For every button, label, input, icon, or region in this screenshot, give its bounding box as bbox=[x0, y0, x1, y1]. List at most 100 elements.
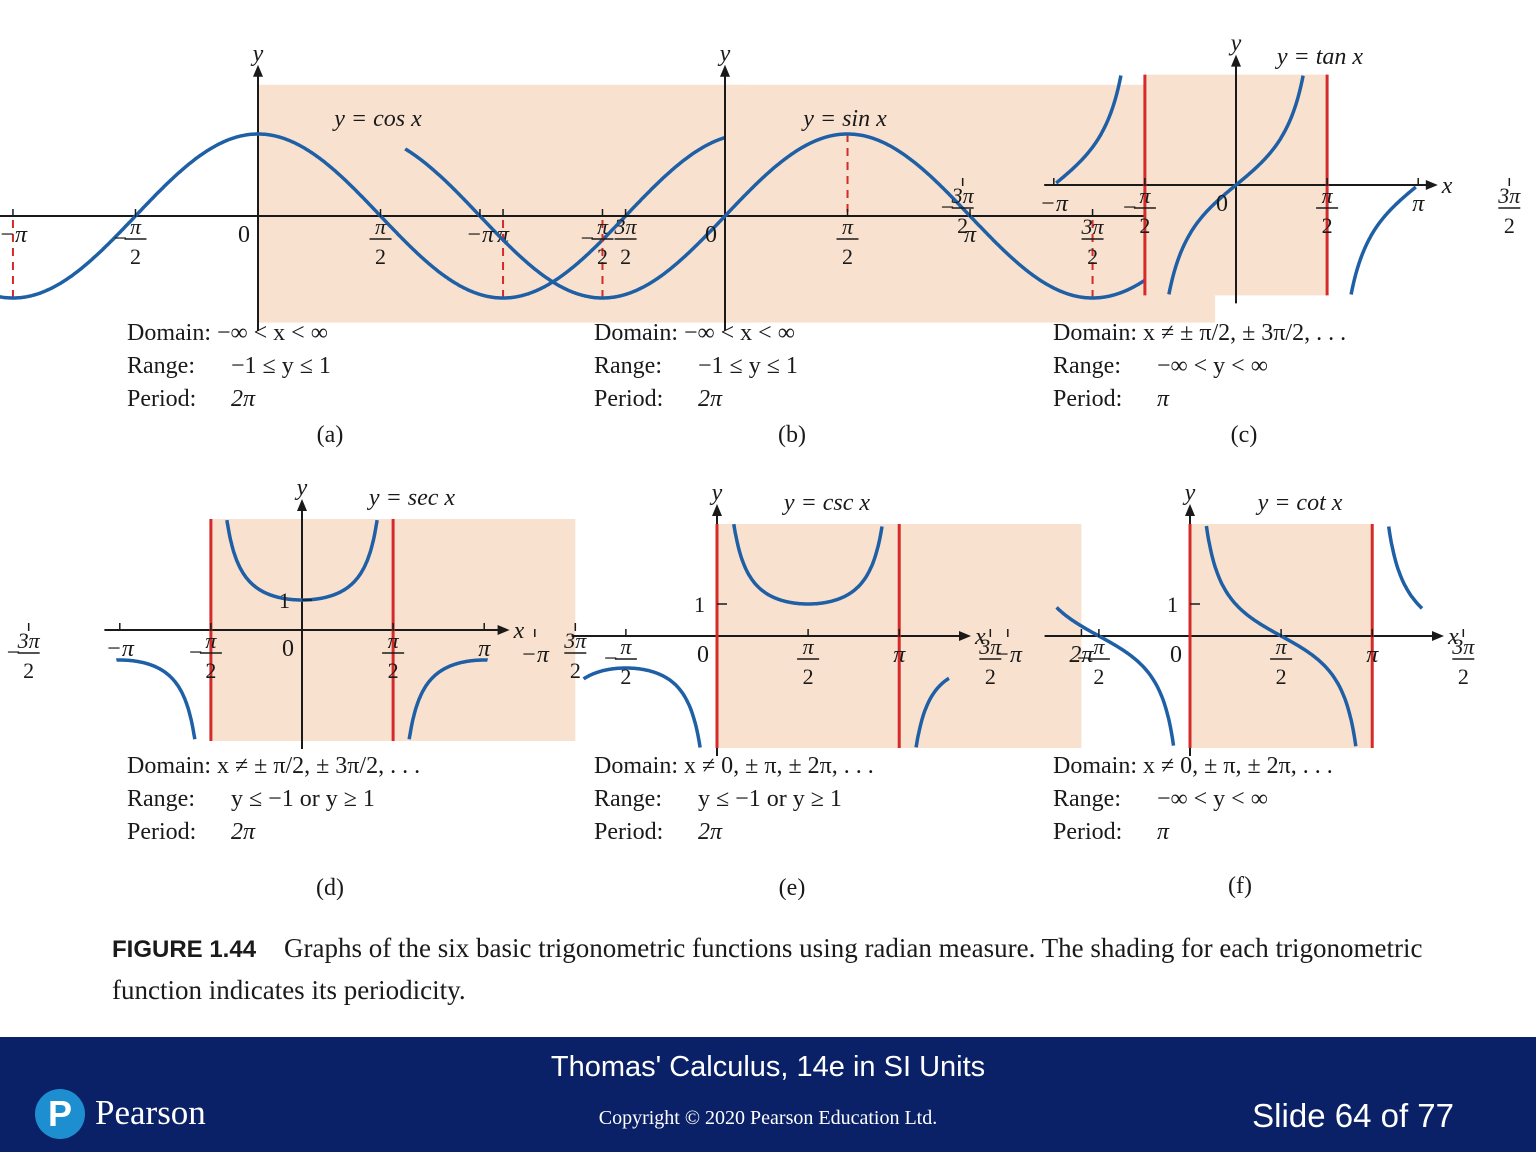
panel-cot-letter: (f) bbox=[1228, 873, 1252, 899]
panel-tan-range: −∞ < y < ∞ bbox=[1157, 353, 1268, 379]
panel-csc-xtick-label-1-num: π bbox=[620, 634, 632, 659]
panel-csc-xtick-label-1-sign: − bbox=[604, 646, 618, 672]
panel-csc-range: y ≤ −1 or y ≥ 1 bbox=[698, 786, 842, 812]
panel-sin-y-arrow bbox=[720, 64, 730, 77]
panel-sec-xtick-label-5: π bbox=[478, 636, 491, 662]
panel-sec-x-label: x bbox=[513, 618, 525, 644]
panel-cot-xtick-label-5-den: 2 bbox=[1458, 664, 1469, 689]
pearson-p-icon: P bbox=[35, 1089, 85, 1139]
panel-cos-curve bbox=[0, 132, 749, 300]
slide-number: Slide 64 of 77 bbox=[1252, 1097, 1454, 1134]
panel-sec-range: y ≤ −1 or y ≥ 1 bbox=[231, 786, 375, 812]
panel-cot-x-label: x bbox=[1447, 624, 1459, 650]
panel-tan-period: π bbox=[1157, 386, 1170, 412]
panel-sec-y-arrow bbox=[297, 499, 307, 511]
footer-bar: Thomas' Calculus, 14e in SI Units Copyri… bbox=[0, 1037, 1536, 1152]
panel-tan-title: y = tan x bbox=[1275, 44, 1364, 70]
panel-sec-x-arrow bbox=[497, 625, 510, 635]
panel-sec-xtick-label-1: −π bbox=[106, 636, 135, 662]
panel-sin-period-shading bbox=[725, 84, 1216, 323]
panel-cot-xtick-label-2: 0 bbox=[1170, 642, 1182, 668]
panel-sec-domain: Domain: x ≠ ± π/2, ± 3π/2, . . . bbox=[127, 753, 420, 779]
caption-text: Graphs of the six basic trigonometric fu… bbox=[112, 933, 1423, 1005]
panel-csc-xtick-label-0: −π bbox=[521, 642, 550, 668]
panel-cot-x-arrow bbox=[1432, 631, 1444, 641]
panel-sec-range-label: Range: bbox=[127, 786, 195, 812]
panel-tan-y-arrow bbox=[1231, 54, 1241, 67]
panel-tan-x-label: x bbox=[1441, 173, 1453, 199]
panel-sec-xtick-label-3: 0 bbox=[282, 636, 294, 662]
panel-sin-xtick-label-3-den: 2 bbox=[842, 244, 853, 269]
figure-caption: FIGURE 1.44 Graphs of the six basic trigo… bbox=[112, 928, 1452, 1011]
panel-csc-xtick-label-6: 2π bbox=[1069, 642, 1094, 668]
panel-csc-xtick-label-2: 0 bbox=[697, 642, 709, 668]
panel-cos-range-label: Range: bbox=[127, 353, 195, 379]
panel-sin-xtick-label-2: 0 bbox=[705, 222, 717, 248]
panel-csc-xtick-label-3-den: 2 bbox=[803, 664, 814, 689]
panel-cot-xtick-label-3-den: 2 bbox=[1276, 664, 1287, 689]
panel-csc-xtick-label-3-num: π bbox=[803, 634, 815, 659]
panel-sec-xtick-label-4-den: 2 bbox=[388, 658, 399, 683]
panel-cot-xtick-label-0: −π bbox=[994, 642, 1023, 668]
pearson-logo: P Pearson bbox=[35, 1089, 235, 1143]
panel-cot-period: π bbox=[1157, 819, 1170, 845]
panel-cos-period: 2π bbox=[231, 386, 256, 412]
panel-cos-y-arrow bbox=[253, 64, 263, 77]
panel-sec-xtick-label-2-sign: − bbox=[189, 640, 203, 666]
panel-cos-title: y = cos x bbox=[332, 106, 422, 132]
panel-cos-xtick-label-2: 0 bbox=[238, 222, 250, 248]
panel-csc-title: y = csc x bbox=[782, 490, 870, 516]
panel-sec-title: y = sec x bbox=[367, 485, 455, 511]
panel-cot-y-arrow bbox=[1185, 504, 1195, 516]
panel-sin-period: 2π bbox=[698, 386, 723, 412]
panel-cot-range: −∞ < y < ∞ bbox=[1157, 786, 1268, 812]
panel-sin-xtick-label-5-num: 3π bbox=[1081, 214, 1105, 239]
panel-sec-xtick-label-0-sign: − bbox=[7, 640, 21, 666]
panel-sin-y-label: y bbox=[718, 41, 731, 67]
panel-csc-x-label: x bbox=[974, 624, 986, 650]
panel-tan-range-label: Range: bbox=[1053, 353, 1121, 379]
panel-cos-xtick-label-5-num: 3π bbox=[614, 214, 638, 239]
panel-sin-domain: Domain: −∞ < x < ∞ bbox=[594, 320, 795, 346]
panel-sec-letter: (d) bbox=[316, 875, 344, 901]
panel-csc-xtick-label-1-den: 2 bbox=[620, 664, 631, 689]
panel-tan-xtick-label-0-num: 3π bbox=[951, 183, 975, 208]
panel-tan-xtick-label-2-den: 2 bbox=[1139, 213, 1150, 238]
panel-tan-xtick-label-4-num: π bbox=[1322, 183, 1334, 208]
panel-csc-x-arrow bbox=[959, 631, 971, 641]
panel-tan-xtick-label-6-num: 3π bbox=[1497, 183, 1521, 208]
panel-cot-period-label: Period: bbox=[1053, 819, 1122, 845]
panel-sin-title: y = sin x bbox=[801, 106, 887, 132]
panel-csc-letter: (e) bbox=[779, 875, 806, 901]
panel-csc-xtick-label-4: π bbox=[893, 642, 906, 668]
panel-tan-xtick-label-1: −π bbox=[1040, 191, 1069, 217]
panel-cos-xtick-label-1-den: 2 bbox=[130, 244, 141, 269]
panel-sin-xtick-label-0: −π bbox=[466, 222, 495, 248]
panel-sec-xtick-label-0-num: 3π bbox=[17, 628, 41, 653]
panel-sin-letter: (b) bbox=[778, 422, 806, 448]
panel-tan-xtick-label-3: 0 bbox=[1216, 191, 1228, 217]
panel-cos-xtick-label-3-num: π bbox=[375, 214, 387, 239]
panel-tan-xtick-label-5: π bbox=[1412, 191, 1425, 217]
panel-tan-xtick-label-2-sign: − bbox=[1123, 195, 1137, 221]
panel-cos-domain: Domain: −∞ < x < ∞ bbox=[127, 320, 328, 346]
panel-cot-y-label: y bbox=[1183, 480, 1196, 506]
panel-cos-y-label: y bbox=[251, 41, 264, 67]
panel-sec-xtick-label-6-num: 3π bbox=[563, 628, 587, 653]
panel-tan-letter: (c) bbox=[1231, 422, 1258, 448]
panel-cot-xtick-label-1-num: π bbox=[1093, 634, 1105, 659]
panel-cot-xtick-label-1-den: 2 bbox=[1093, 664, 1104, 689]
panel-tan-xtick-label-4-den: 2 bbox=[1322, 213, 1333, 238]
panel-csc-ytick-label-0: 1 bbox=[694, 592, 705, 617]
panel-tan-y-label: y bbox=[1229, 31, 1242, 57]
panel-sec-period: 2π bbox=[231, 819, 256, 845]
panel-cot-range-label: Range: bbox=[1053, 786, 1121, 812]
panel-cos-xtick-label-0: −π bbox=[0, 222, 28, 248]
panel-cot-xtick-label-4: π bbox=[1366, 642, 1379, 668]
panel-csc-period-label: Period: bbox=[594, 819, 663, 845]
panel-cos-xtick-label-3-den: 2 bbox=[375, 244, 386, 269]
panel-cot-xtick-label-1-sign: − bbox=[1077, 646, 1091, 672]
panel-csc-y-arrow bbox=[712, 504, 722, 516]
copyright-notice: Copyright © 2020 Pearson Education Ltd. bbox=[598, 1107, 938, 1129]
